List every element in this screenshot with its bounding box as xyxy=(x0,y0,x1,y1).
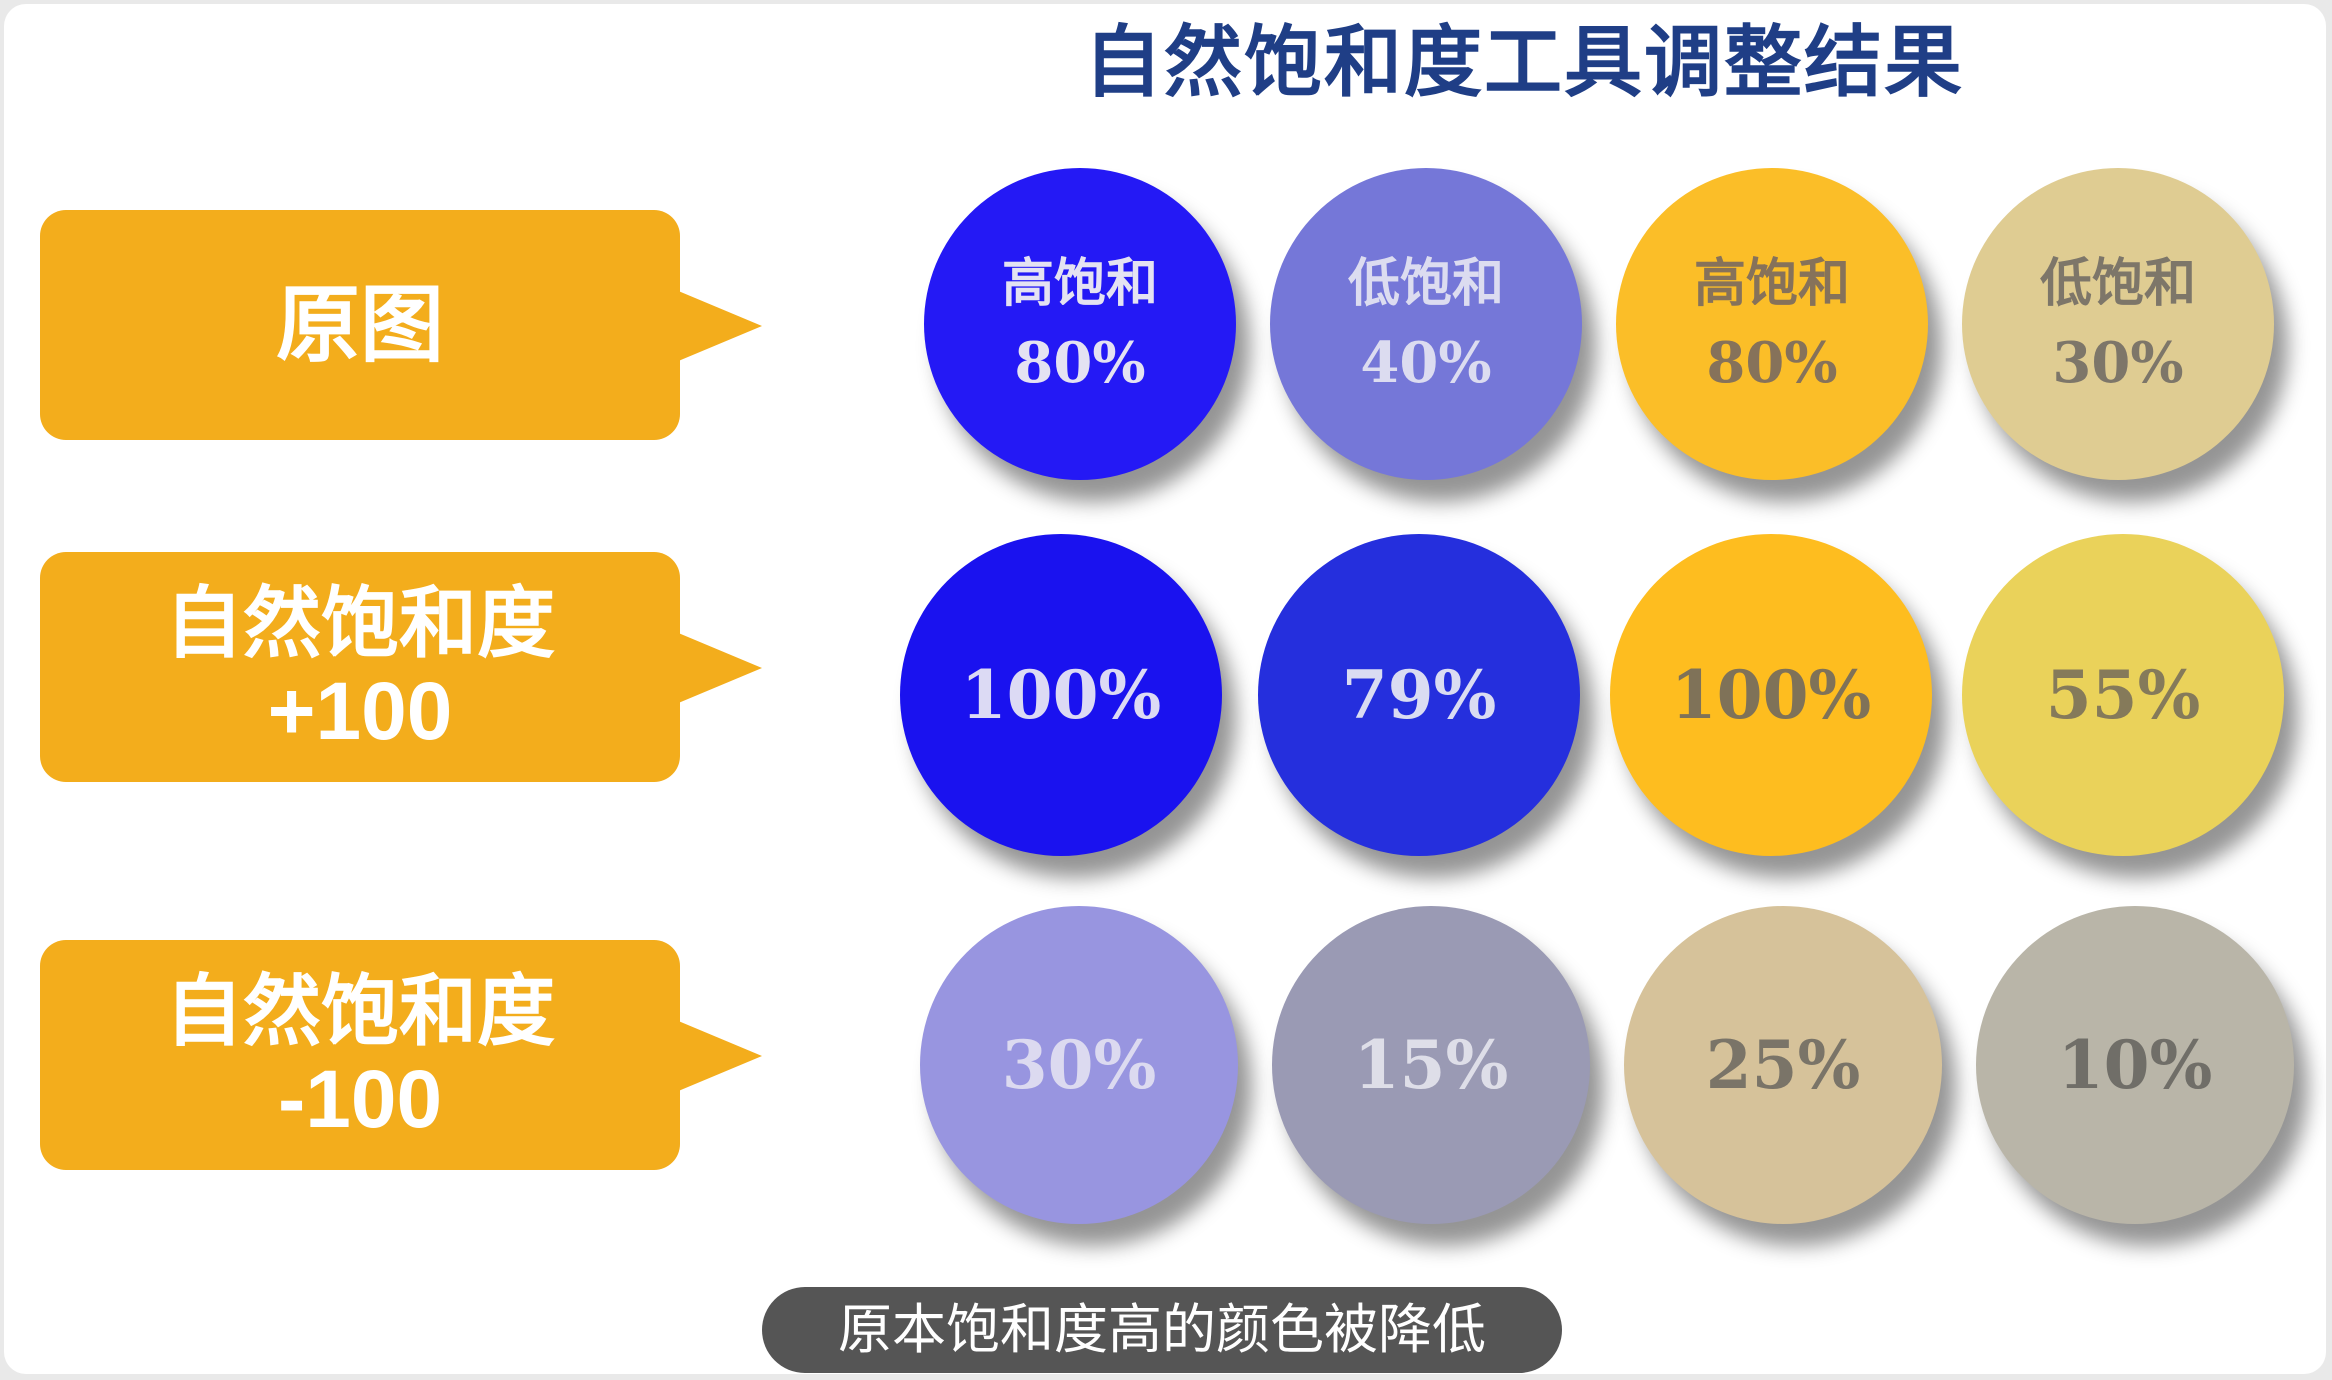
circle-value: 15% xyxy=(1353,1026,1509,1104)
color-circle: 79% xyxy=(1258,534,1580,856)
page-title: 自然饱和度工具调整结果 xyxy=(1084,18,1965,108)
color-circle: 100% xyxy=(1610,534,1932,856)
circle-value: 40% xyxy=(1360,330,1492,396)
slide: 自然饱和度工具调整结果 原图 自然饱和度 +100 自然饱和度 -100 高饱和… xyxy=(4,4,2326,1374)
row-label-text: 原图 xyxy=(275,276,444,374)
row-label-text: 自然饱和度 xyxy=(164,579,555,669)
color-circle: 高饱和 80% xyxy=(1616,168,1928,480)
row-label-value: +100 xyxy=(267,666,453,757)
circle-value: 100% xyxy=(960,656,1162,734)
circle-value: 30% xyxy=(2052,330,2184,396)
color-circle: 55% xyxy=(1962,534,2284,856)
circle-value: 10% xyxy=(2057,1026,2213,1104)
color-circle: 低饱和 40% xyxy=(1270,168,1582,480)
circle-value: 80% xyxy=(1706,330,1838,396)
color-circle: 100% xyxy=(900,534,1222,856)
color-circle: 25% xyxy=(1624,906,1942,1224)
color-circle: 10% xyxy=(1976,906,2294,1224)
color-circle: 低饱和 30% xyxy=(1962,168,2274,480)
row-label-value: -100 xyxy=(277,1054,443,1145)
circle-value: 79% xyxy=(1341,656,1497,734)
circle-value: 100% xyxy=(1670,656,1872,734)
color-circle: 15% xyxy=(1272,906,1590,1224)
subtitle-caption: 原本饱和度高的颜色被降低 xyxy=(762,1287,1562,1373)
color-circle: 30% xyxy=(920,906,1238,1224)
row-label-text: 自然饱和度 xyxy=(164,967,555,1057)
circle-name: 低饱和 xyxy=(1347,253,1504,314)
circle-name: 高饱和 xyxy=(1001,253,1158,314)
color-circle: 高饱和 80% xyxy=(924,168,1236,480)
row-label-vibrance-plus: 自然饱和度 +100 xyxy=(40,552,762,782)
circle-value: 55% xyxy=(2045,656,2201,734)
circle-name: 高饱和 xyxy=(1693,253,1850,314)
row-label-vibrance-minus: 自然饱和度 -100 xyxy=(40,940,762,1170)
circle-value: 80% xyxy=(1014,330,1146,396)
circle-value: 25% xyxy=(1705,1026,1861,1104)
circle-name: 低饱和 xyxy=(2039,253,2196,314)
circle-value: 30% xyxy=(1001,1026,1157,1104)
row-label-original: 原图 xyxy=(40,210,762,440)
